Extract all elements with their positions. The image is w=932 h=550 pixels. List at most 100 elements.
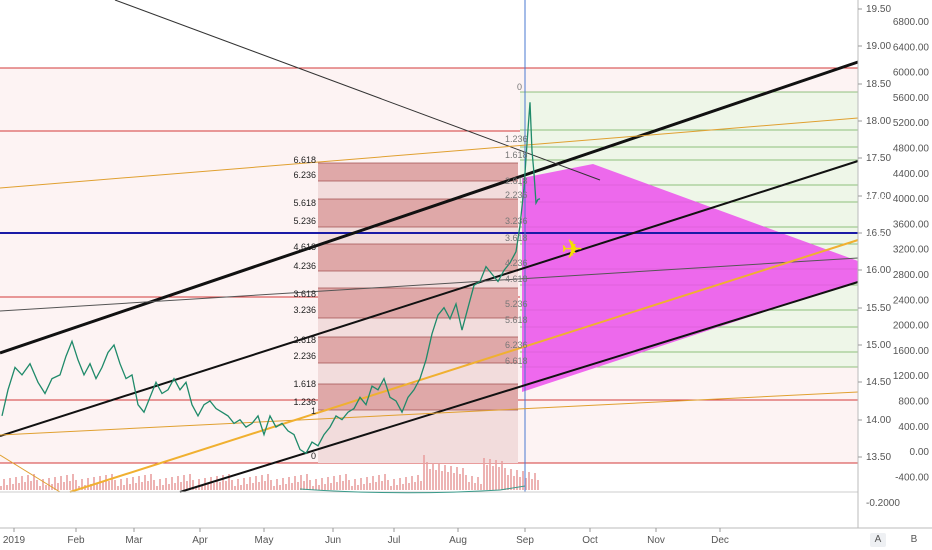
fib-right-label: 4.236 xyxy=(505,258,528,268)
volume-bar xyxy=(66,475,68,490)
volume-bar xyxy=(495,460,497,490)
volume-bar xyxy=(177,476,179,490)
auto-scale-button[interactable]: A xyxy=(870,533,886,547)
volume-bar xyxy=(138,476,140,490)
volume-bar xyxy=(213,483,215,490)
volume-bar xyxy=(123,485,125,490)
price-badge-line: 16.49 xyxy=(863,232,886,242)
volume-bar xyxy=(342,481,344,490)
fib-right-label: 3.618 xyxy=(505,233,528,243)
time-axis[interactable]: 2019 Feb Mar Apr May Jun Jul Aug Sep Oct Nov Dec xyxy=(3,528,729,546)
fib-left-label: 5.618 xyxy=(293,198,316,208)
volume-bar xyxy=(30,481,32,490)
right-tick-label: 5600.00 xyxy=(893,93,930,104)
fib-right-label: 6.618 xyxy=(505,356,528,366)
fib-left-label: 3.236 xyxy=(293,305,316,315)
trend-lines xyxy=(0,0,859,493)
x-tick-label: Jul xyxy=(388,535,401,546)
log-scale-button[interactable]: B xyxy=(910,534,918,545)
volume-bar xyxy=(162,485,164,490)
volume-bar xyxy=(363,484,365,490)
volume-bar xyxy=(333,476,335,490)
price-badge-close: 16.94 xyxy=(863,206,886,216)
fib-right-labels: 0 1.618 1.236 2.618 2.236 3.236 3.618 4.236 4.61… xyxy=(505,82,528,366)
volume-bar xyxy=(306,474,308,490)
volume-bar xyxy=(282,478,284,490)
volume-bar xyxy=(156,486,158,490)
volume-bar xyxy=(18,483,20,490)
price-axis-left[interactable]: 19.50 19.00 18.50 18.00 17.50 17.00 16.50 16.00… xyxy=(858,4,891,463)
volume-bar xyxy=(39,486,41,490)
x-tick-label: Oct xyxy=(582,535,598,546)
volume-bar xyxy=(528,472,530,490)
volume-bar xyxy=(234,486,236,490)
volume-bar xyxy=(336,482,338,490)
volume-bar xyxy=(411,476,413,490)
volume-bar xyxy=(372,476,374,490)
fib-right-label: 3.236 xyxy=(505,216,528,226)
volume-bar xyxy=(453,473,455,490)
volume-bar xyxy=(327,477,329,490)
x-tick-label: Jun xyxy=(325,535,341,546)
right-tick-label: 2400.00 xyxy=(893,295,930,306)
right-tick-label: 2000.00 xyxy=(893,321,930,332)
volume-bar xyxy=(42,479,44,490)
volume-bar xyxy=(288,477,290,490)
volume-bar xyxy=(300,475,302,490)
left-tick-label: 16.50 xyxy=(866,228,891,239)
right-tick-label: -400.00 xyxy=(895,472,929,483)
left-tick-label: 17.00 xyxy=(866,191,891,202)
volume-bar xyxy=(522,471,524,490)
volume-bar xyxy=(486,465,488,490)
volume-bar xyxy=(219,482,221,490)
volume-bar xyxy=(450,466,452,490)
fib-left-label: 2.236 xyxy=(293,351,316,361)
right-tick-label: 800.00 xyxy=(898,397,929,408)
volume-bar xyxy=(231,480,233,490)
volume-bar xyxy=(183,475,185,490)
fib-left-label: 6.618 xyxy=(293,155,316,165)
volume-bar xyxy=(108,481,110,490)
volume-bar xyxy=(291,483,293,490)
volume-bar xyxy=(222,475,224,490)
price-series-line xyxy=(1,102,541,455)
x-tick-label: Feb xyxy=(67,535,85,546)
fib-left-label: 1.618 xyxy=(293,379,316,389)
volume-bar xyxy=(393,479,395,490)
volume-bar xyxy=(228,474,230,490)
volume-bar xyxy=(72,474,74,490)
airplane-icon: ✈ xyxy=(561,235,583,265)
volume-bar xyxy=(435,470,437,490)
volume-bar xyxy=(261,475,263,490)
volume-bar xyxy=(270,480,272,490)
volume-bar xyxy=(438,464,440,490)
volume-bar xyxy=(423,455,425,490)
volume-bar xyxy=(150,474,152,490)
fib-left-label: 2.618 xyxy=(293,335,316,345)
volume-bar xyxy=(60,476,62,490)
volume-bar xyxy=(459,474,461,490)
volume-axis-right[interactable]: 6800.00 6400.00 6000.00 5600.00 5200.00 4800.… xyxy=(893,17,930,483)
volume-bar xyxy=(369,483,371,490)
volume-bar xyxy=(165,478,167,490)
volume-bar xyxy=(186,481,188,490)
volume-bar xyxy=(15,477,17,490)
volume-bar xyxy=(63,482,65,490)
left-tick-label: 14.50 xyxy=(866,377,891,388)
volume-bar xyxy=(114,480,116,490)
x-tick-label: Mar xyxy=(125,535,143,546)
volume-bar xyxy=(255,476,257,490)
volume-bar xyxy=(303,481,305,490)
volume-bar xyxy=(240,485,242,490)
fib-right-label: 1.618 xyxy=(505,150,528,160)
volume-bar xyxy=(120,479,122,490)
countdown-badge: 31:59 xyxy=(863,219,886,229)
fib-right-label: 0 xyxy=(517,82,522,92)
volume-bar xyxy=(492,466,494,490)
volume-bar xyxy=(78,486,80,490)
fib-right-label: 4.618 xyxy=(505,274,528,284)
volume-bar xyxy=(207,484,209,490)
volume-bar xyxy=(408,483,410,490)
volume-bar xyxy=(534,473,536,490)
